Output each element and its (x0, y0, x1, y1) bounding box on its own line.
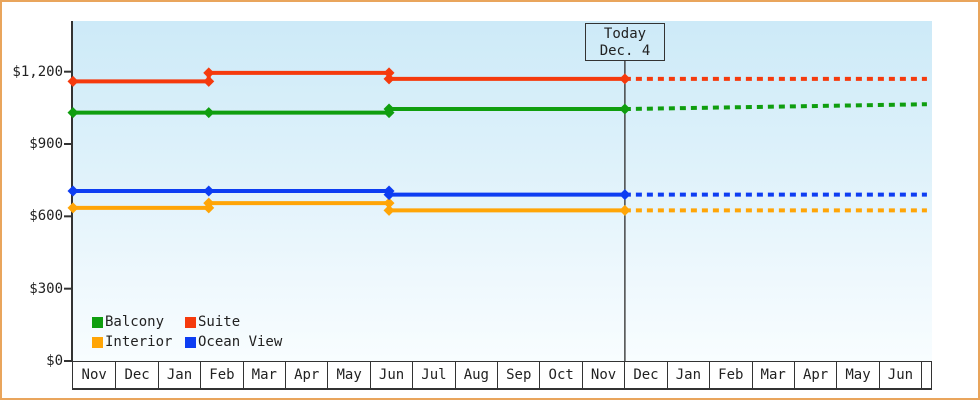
legend-label: Ocean View (198, 334, 283, 350)
legend-item-ocean-view: Ocean View (185, 332, 282, 352)
plot-area (73, 21, 932, 361)
month-cell: Sep (497, 362, 539, 388)
legend-swatch-icon (185, 316, 196, 328)
month-cell: Apr (285, 362, 327, 388)
legend: Balcony Suite Interior Ocean View (92, 312, 282, 352)
legend-label: Suite (198, 314, 241, 330)
legend-label: Interior (105, 334, 173, 350)
month-cell-empty (921, 362, 931, 388)
y-axis-line (71, 21, 73, 362)
y-tick-label: $600 (29, 208, 63, 225)
month-cell: Feb (709, 362, 751, 388)
x-axis-month-row: Nov Dec Jan Feb Mar Apr May Jun Jul Aug Sep Oct Nov D… (72, 361, 932, 390)
today-date-label: Dec. 4 (599, 43, 651, 59)
legend-item-suite: Suite (185, 312, 282, 332)
legend-swatch-icon (185, 336, 196, 348)
month-cell: Nov (81, 367, 107, 383)
y-tick-label: $300 (29, 280, 63, 297)
month-cell: Nov (581, 362, 624, 388)
month-cell: May (836, 362, 878, 388)
y-tick-label: $900 (29, 136, 63, 152)
legend-label: Balcony (105, 314, 165, 330)
month-cell: Jan (666, 362, 709, 388)
month-cell: Jan (157, 362, 200, 388)
legend-swatch-icon (92, 316, 103, 328)
month-cell: Dec (115, 362, 157, 388)
legend-item-balcony: Balcony (92, 312, 185, 332)
month-cell: Dec (624, 362, 666, 388)
month-cell: Jun (369, 362, 412, 388)
month-cell: Jun (878, 362, 921, 388)
month-cell: Oct (539, 362, 581, 388)
month-cell: Aug (454, 362, 497, 388)
today-marker-box: Today Dec. 4 (585, 23, 665, 61)
month-cell: Feb (200, 362, 242, 388)
month-cell: Apr (793, 362, 836, 388)
month-cell: May (327, 362, 369, 388)
month-cell: Mar (242, 362, 285, 388)
month-cell: Jul (412, 362, 454, 388)
y-tick-label: $1,200 (12, 63, 63, 80)
y-tick-label: $0 (46, 353, 63, 369)
legend-item-interior: Interior (92, 332, 185, 352)
today-label: Today (603, 26, 647, 42)
legend-swatch-icon (92, 336, 103, 348)
month-cell: Mar (751, 362, 794, 388)
